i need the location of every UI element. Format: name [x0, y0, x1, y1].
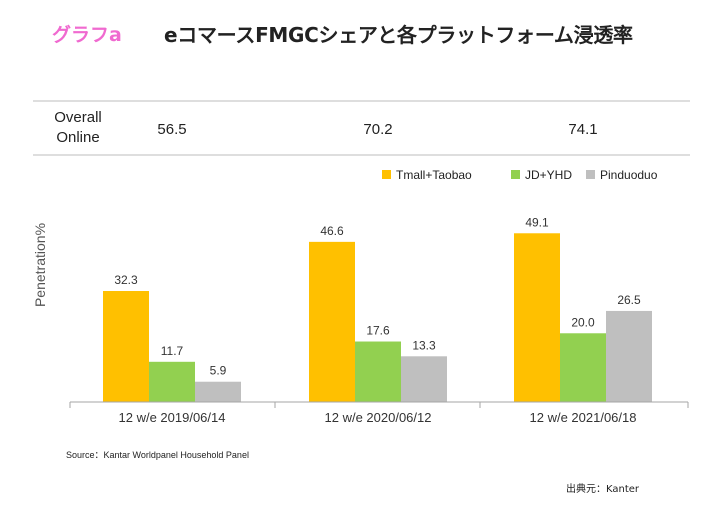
source-note: Source：Kantar Worldpanel Household Panel — [66, 450, 249, 460]
bar — [149, 361, 195, 402]
overall-online-label: Online — [56, 129, 99, 146]
figure-label: グラフa — [52, 23, 122, 46]
x-tick-label: 12 w/e 2021/06/18 — [530, 410, 637, 425]
title-row: グラフa eコマースFMGCシェアと各プラットフォーム浸透率 — [52, 18, 633, 48]
bar — [514, 233, 560, 402]
x-tick-label: 12 w/e 2019/06/14 — [119, 410, 226, 425]
bar — [195, 381, 241, 402]
overall-online-value: 74.1 — [568, 121, 597, 138]
legend-label: Tmall+Taobao — [396, 168, 472, 182]
data-label: 13.3 — [412, 338, 436, 352]
overall-online-value: 56.5 — [157, 121, 186, 138]
data-label: 26.5 — [617, 293, 641, 307]
data-label: 11.7 — [161, 344, 184, 358]
overall-online-label: Overall — [54, 109, 102, 126]
legend-label: Pinduoduo — [600, 168, 658, 182]
credit-note: 出典元：Kanter — [566, 484, 640, 495]
bar — [560, 333, 606, 402]
x-tick-label: 12 w/e 2020/06/12 — [325, 410, 432, 425]
overall-online-value: 70.2 — [363, 121, 392, 138]
legend-swatch — [586, 170, 595, 179]
bar — [355, 341, 401, 402]
data-label: 17.6 — [366, 324, 390, 338]
bar — [103, 291, 149, 402]
page-title: eコマースFMGCシェアと各プラットフォーム浸透率 — [164, 22, 633, 47]
legend-label: JD+YHD — [525, 168, 572, 182]
data-label: 20.0 — [571, 315, 595, 329]
legend-swatch — [511, 170, 520, 179]
bar — [309, 241, 355, 402]
bar — [606, 310, 652, 402]
data-label: 46.6 — [320, 224, 344, 238]
data-label: 5.9 — [210, 364, 227, 378]
data-label: 32.3 — [114, 273, 138, 287]
data-label: 49.1 — [525, 215, 549, 229]
y-axis-label: Penetration% — [32, 223, 48, 307]
legend-swatch — [382, 170, 391, 179]
bar — [401, 356, 447, 402]
